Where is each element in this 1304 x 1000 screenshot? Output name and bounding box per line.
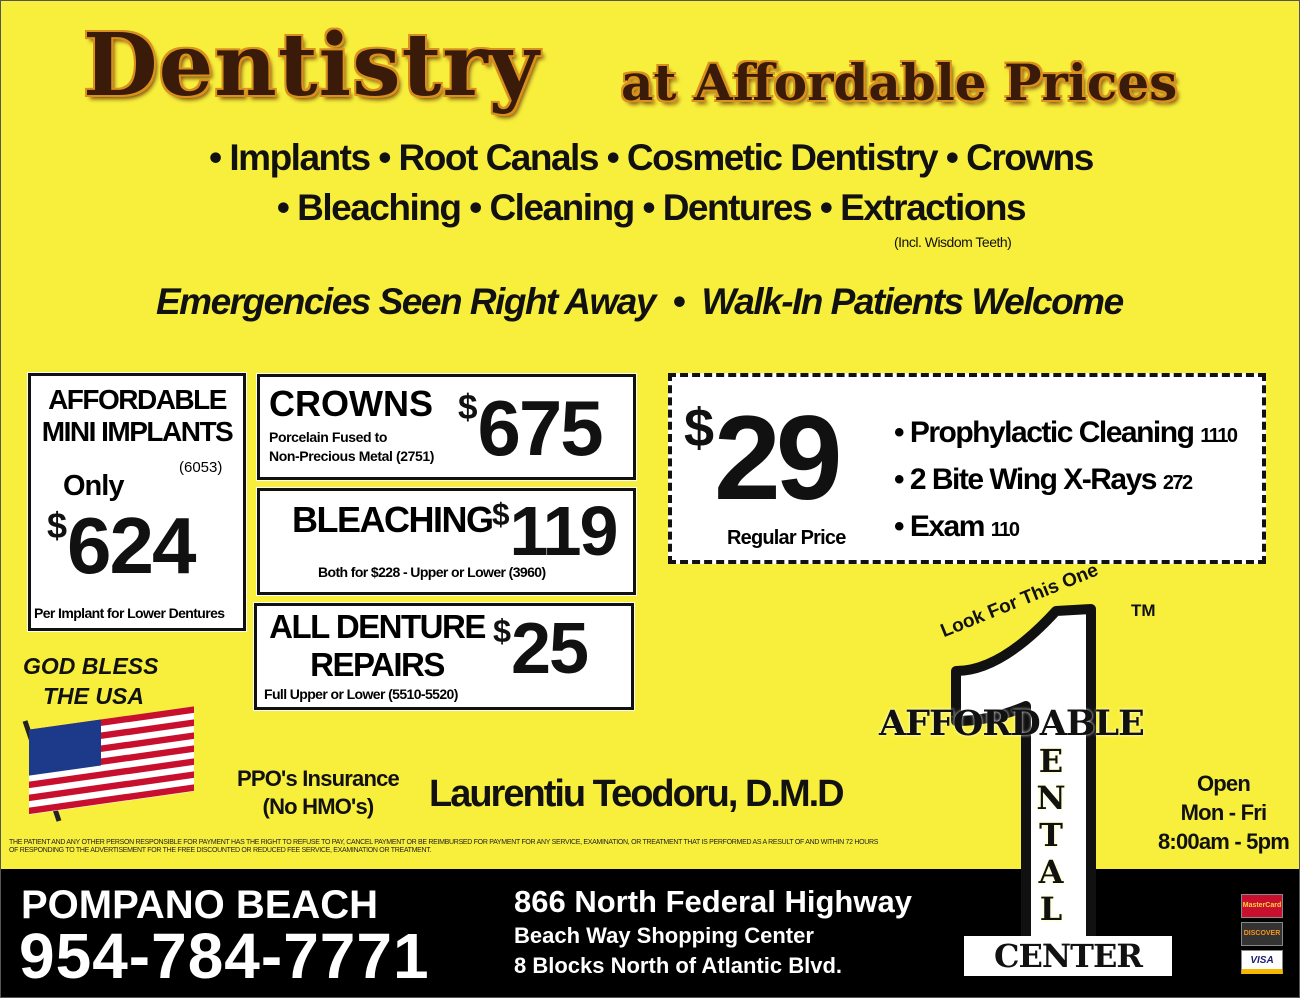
services-line-2: • Bleaching • Cleaning • Dentures • Extr… (276, 187, 1027, 228)
cleaning-item: • 2 Bite Wing X-Rays 272 (894, 463, 1193, 496)
implants-code: (6053) (179, 459, 223, 476)
tagline: Emergencies Seen Right Away • Walk-In Pa… (156, 281, 1124, 322)
patriotic-line-2: THE USA (43, 683, 144, 709)
cleaning-price: 29 (714, 391, 843, 525)
discover-icon: DISCOVER (1241, 922, 1283, 946)
us-flag-icon (22, 706, 194, 822)
implants-footer: Per Implant for Lower Dentures (34, 605, 225, 621)
implants-price-symbol: $ (47, 505, 68, 547)
bleaching-price-symbol: $ (492, 495, 510, 532)
implants-price: 624 (67, 501, 196, 590)
insurance-line-2: (No HMO's) (262, 794, 375, 819)
offer-implants: AFFORDABLE MINI IMPLANTS (6053) Only $62… (28, 373, 246, 631)
bleaching-title: BLEACHING (292, 499, 494, 540)
dentist-name: Laurentiu Teodoru, D.M.D (429, 773, 845, 815)
cleaning-price-symbol: $ (684, 398, 715, 459)
dentures-price-symbol: $ (493, 612, 512, 649)
crowns-title: CROWNS (269, 383, 433, 424)
crowns-price-symbol: $ (458, 388, 478, 428)
dentures-price: 25 (511, 609, 589, 689)
cleaning-items: • Prophylactic Cleaning 1110 • 2 Bite Wi… (894, 411, 1238, 552)
insurance-line-1: PPO's Insurance (237, 766, 400, 791)
crowns-price: 675 (477, 384, 604, 472)
logo-vertical: ENTAL (1036, 742, 1066, 928)
services-note: (Incl. Wisdom Teeth) (894, 234, 1012, 250)
implants-only: Only (63, 470, 124, 502)
footer-address-3: 8 Blocks North of Atlantic Blvd. (514, 953, 843, 978)
logo-number-one-icon (951, 604, 1096, 956)
footer-phone[interactable]: 954-784-7771 (19, 920, 430, 992)
logo-word-3: CENTER (964, 936, 1172, 976)
cleaning-item: • Exam 110 (894, 510, 1020, 543)
bleaching-price: 119 (509, 492, 619, 570)
title-main: Dentistry (83, 15, 540, 116)
disclaimer-line-2: OF RESPONDING TO THE ADVERTISEMENT FOR T… (9, 847, 432, 854)
mastercard-icon: MasterCard (1241, 894, 1283, 918)
title-sub: at Affordable Prices (621, 53, 1178, 112)
disclaimer-line-1: THE PATIENT AND ANY OTHER PERSON RESPONS… (9, 839, 879, 846)
offer-crowns: CROWNS Porcelain Fused to Non-Precious M… (257, 374, 636, 480)
dentures-desc: Full Upper or Lower (5510-5520) (264, 686, 458, 702)
offer-bleaching: BLEACHING $119 Both for $228 - Upper or … (257, 488, 636, 595)
implants-title-1: AFFORDABLE (48, 384, 227, 415)
offer-cleaning: $29 Regular Price • Prophylactic Cleanin… (668, 373, 1266, 564)
bleaching-desc: Both for $228 - Upper or Lower (3960) (318, 564, 546, 580)
logo-tm: TM (1131, 601, 1156, 620)
services-line-1: • Implants • Root Canals • Cosmetic Dent… (209, 137, 1094, 178)
logo-word-1: AFFORDABLE (879, 703, 1145, 744)
hours-line-2: Mon - Fri (1180, 800, 1267, 825)
dentures-title-2: REPAIRS (310, 646, 445, 683)
implants-title-2: MINI IMPLANTS (41, 416, 234, 447)
patriotic-line-1: GOD BLESS (23, 653, 159, 679)
footer-address-2: Beach Way Shopping Center (514, 923, 814, 948)
offer-dentures: ALL DENTURE REPAIRS $25 Full Upper or Lo… (254, 603, 634, 710)
crowns-desc-2: Non-Precious Metal (2751) (269, 448, 435, 464)
footer-address-1: 866 North Federal Highway (514, 884, 912, 919)
footer-city: POMPANO BEACH (21, 883, 379, 927)
dentures-title-1: ALL DENTURE (269, 608, 486, 645)
hours-line-3: 8:00am - 5pm (1157, 829, 1290, 854)
cleaning-item: • Prophylactic Cleaning 1110 (894, 416, 1238, 449)
crowns-desc-1: Porcelain Fused to (269, 429, 388, 445)
hours-line-1: Open (1196, 771, 1251, 796)
visa-icon: VISA (1241, 950, 1283, 974)
cleaning-label: Regular Price (727, 527, 846, 549)
